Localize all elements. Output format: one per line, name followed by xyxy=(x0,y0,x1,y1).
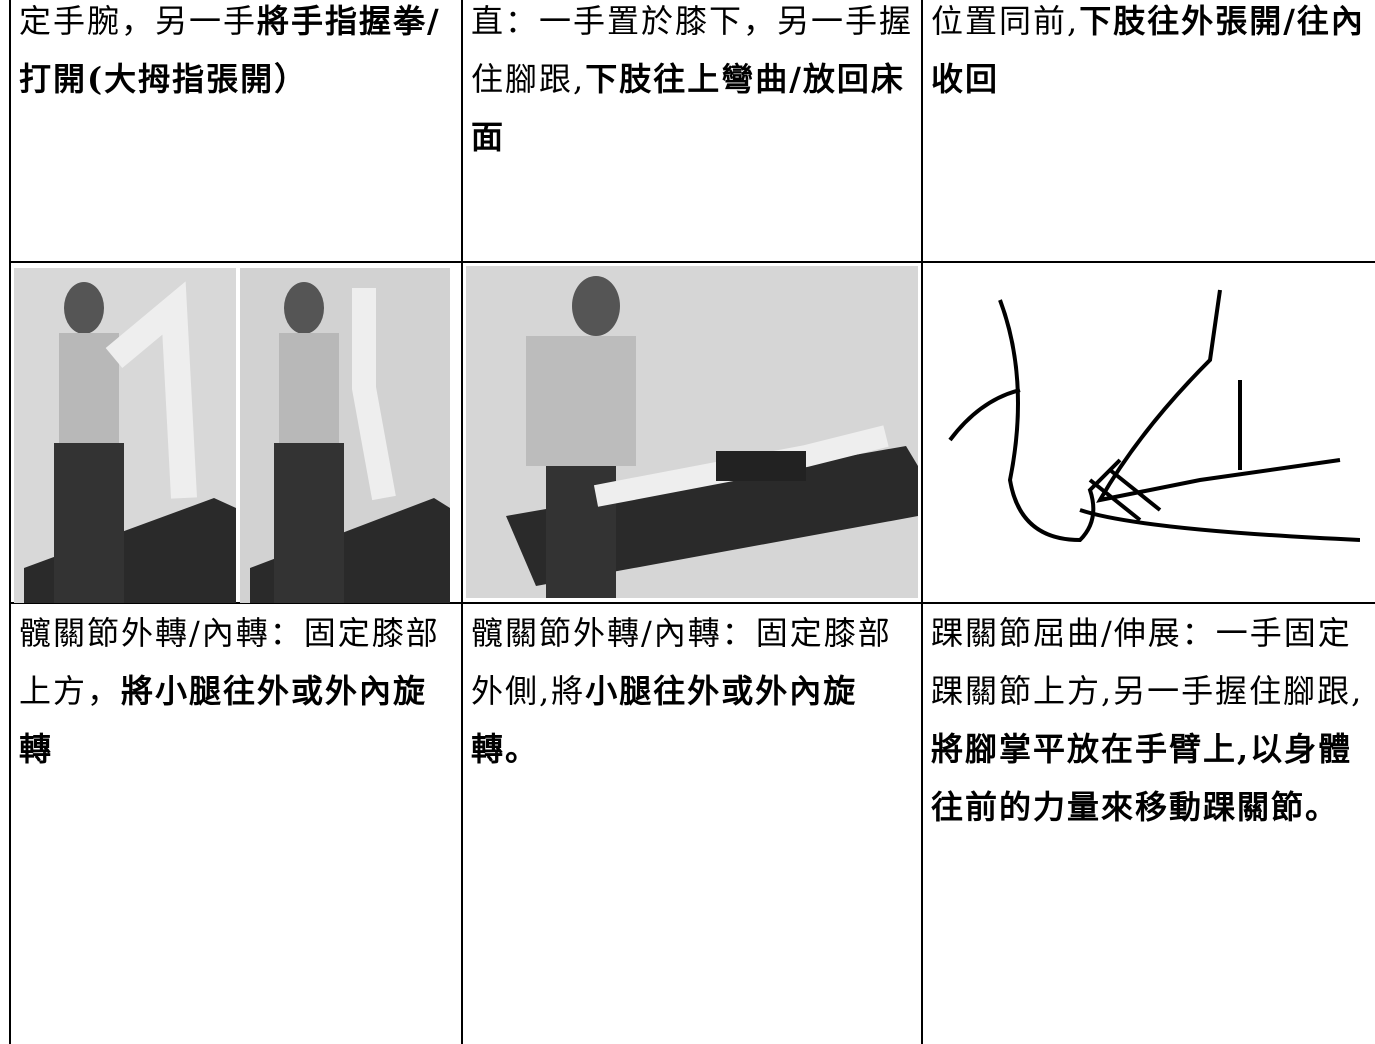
border xyxy=(921,0,923,1044)
cell-text: 踝關節屈曲/伸展：一手固定踝關節上方,另一手握住腳跟, xyxy=(931,614,1364,710)
photo-hip-flexion xyxy=(14,268,450,603)
cell: 定手腕，另一手將手指握拳/打開(大拇指張開） xyxy=(11,0,461,108)
cell-text: 定手腕，另一手 xyxy=(19,2,258,40)
cell-text: 下肢往外張開/往內收回 xyxy=(931,2,1365,98)
photo-knee-flexion xyxy=(466,266,918,598)
border xyxy=(9,0,11,1044)
cell: 直：一手置於膝下，另一手握住腳跟,下肢往上彎曲/放回床面 xyxy=(463,0,921,166)
cell-text: 髖關節外轉/內轉：固定膝部外側,將 xyxy=(471,614,892,710)
cell-text: 位置同前, xyxy=(931,2,1080,40)
cell-text: 將腳掌平放在手臂上,以身體往前的力量來移動踝關節。 xyxy=(931,730,1353,826)
cell-text: 直：一手置於膝下，另一手握住腳跟, xyxy=(471,2,914,98)
cell: 髖關節外轉/內轉：固定膝部上方，將小腿往外或外內旋轉 xyxy=(11,604,461,778)
border xyxy=(9,602,1375,604)
border xyxy=(461,0,463,1044)
cell: 髖關節外轉/內轉：固定膝部外側,將小腿往外或外內旋轉。 xyxy=(463,604,921,778)
border xyxy=(9,261,1375,263)
cell-text: 小腿往外或外內旋轉。 xyxy=(471,672,858,768)
drawing-ankle xyxy=(948,289,1360,543)
cell-text: 將小腿往外或外內旋轉 xyxy=(19,672,428,768)
cell-text: 下肢往上彎曲/放回床面 xyxy=(471,60,905,156)
cell: 位置同前,下肢往外張開/往內收回 xyxy=(923,0,1375,108)
cell-text: 將手指握拳/打開(大拇指張開） xyxy=(19,2,441,98)
cell: 踝關節屈曲/伸展：一手固定踝關節上方,另一手握住腳跟, 將腳掌平放在手臂上,以身體… xyxy=(923,604,1375,836)
cell-text: 髖關節外轉/內轉：固定膝部上方， xyxy=(19,614,440,710)
